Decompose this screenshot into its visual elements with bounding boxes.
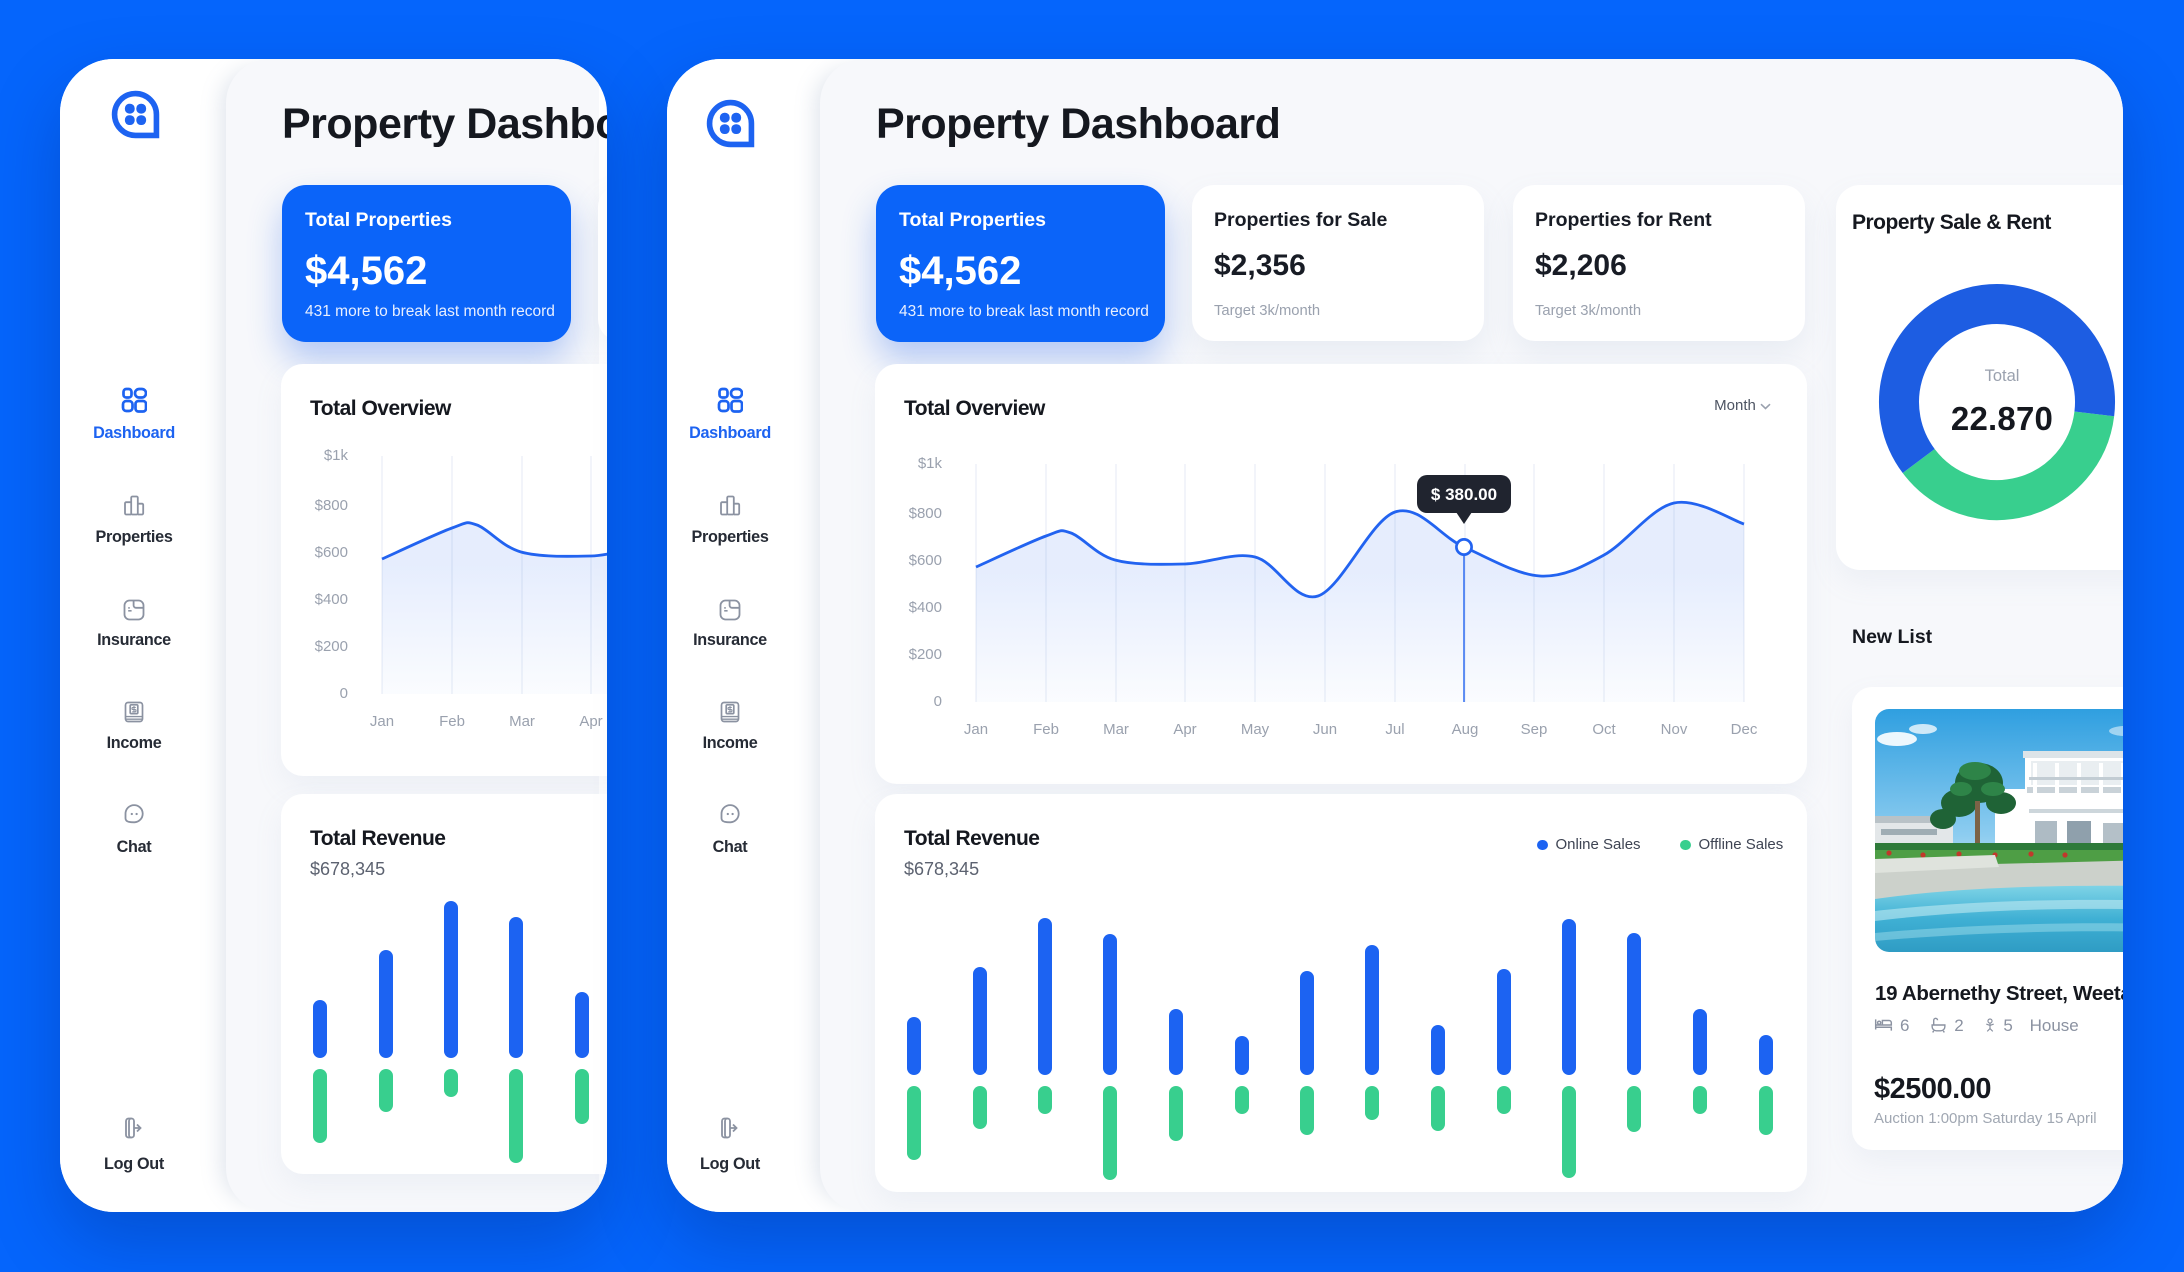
svg-text:$ 380.00: $ 380.00 bbox=[1431, 485, 1497, 504]
